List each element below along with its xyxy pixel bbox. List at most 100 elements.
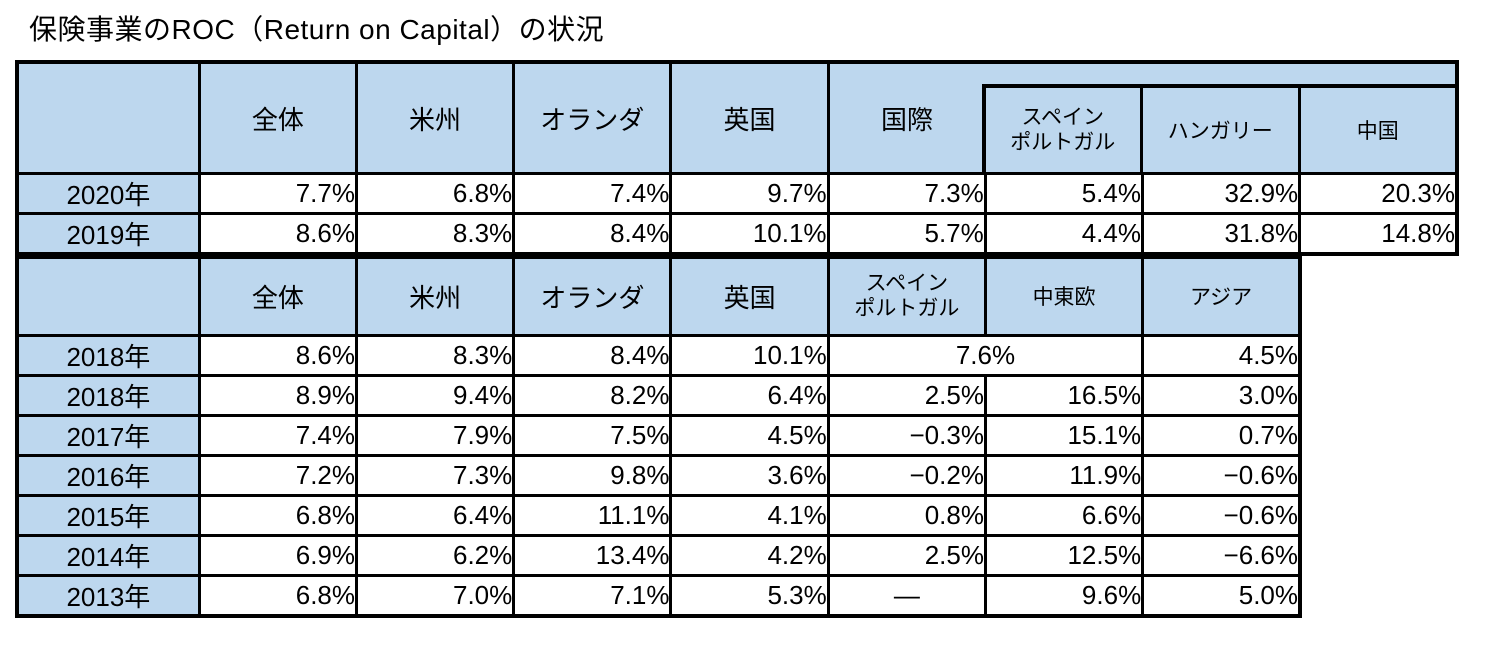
- value-cell: 7.4%: [197, 413, 359, 457]
- year-cell: 2014年: [15, 533, 201, 577]
- value-cell: 11.9%: [983, 453, 1145, 497]
- value-cell: 3.6%: [669, 453, 830, 497]
- value-cell: −0.6%: [1141, 453, 1302, 497]
- table1-header-total: 全体: [197, 60, 358, 175]
- table1-international-group: 国際 スペイン ポルトガル ハンガリー 中国: [826, 60, 1459, 175]
- value-cell: 6.4%: [355, 493, 516, 537]
- value-cell: 8.9%: [197, 373, 359, 417]
- year-cell: 2019年: [15, 212, 201, 256]
- value-cell: 14.8%: [1298, 212, 1459, 256]
- value-cell: 8.3%: [355, 333, 516, 377]
- table-row-2014: 2014年 6.9% 6.2% 13.4% 4.2% 2.5% 12.5% −6…: [15, 533, 1302, 577]
- table-row-2015: 2015年 6.8% 6.4% 11.1% 4.1% 0.8% 6.6% −0.…: [15, 493, 1302, 537]
- value-cell: 10.1%: [669, 333, 830, 377]
- value-cell: 0.8%: [826, 493, 987, 537]
- value-cell: 4.4%: [983, 212, 1144, 256]
- year-cell: 2016年: [15, 453, 201, 497]
- value-cell: −0.2%: [826, 453, 987, 497]
- value-cell: 4.5%: [669, 413, 830, 457]
- value-cell: 10.1%: [669, 212, 830, 256]
- table-row-2020: 2020年 7.7% 6.8% 7.4% 9.7% 7.3% 5.4% 32.9…: [15, 172, 1459, 215]
- value-cell: 6.8%: [197, 573, 359, 617]
- merged-value-cell: 7.6%: [826, 333, 1145, 377]
- value-cell: 20.3%: [1298, 172, 1459, 215]
- value-cell: 12.5%: [983, 533, 1145, 577]
- year-cell: 2020年: [15, 172, 201, 215]
- table-row-2017: 2017年 7.4% 7.9% 7.5% 4.5% −0.3% 15.1% 0.…: [15, 413, 1302, 457]
- table1-header-row: 全体 米州 オランダ 英国 国際 スペイン ポルトガル ハンガリー 中国: [15, 60, 1459, 175]
- value-cell: 32.9%: [1140, 172, 1302, 215]
- value-cell: 8.4%: [512, 212, 673, 256]
- table1-header-netherlands: オランダ: [512, 60, 673, 175]
- value-cell: 7.0%: [355, 573, 516, 617]
- year-cell: 2018年: [15, 333, 201, 377]
- value-cell: 8.3%: [354, 212, 516, 256]
- table-row-2013: 2013年 6.8% 7.0% 7.1% 5.3% — 9.6% 5.0%: [15, 573, 1302, 617]
- value-cell: 9.6%: [983, 573, 1145, 617]
- value-cell: 6.8%: [197, 493, 359, 537]
- value-cell: 2.5%: [826, 533, 987, 577]
- value-cell: 5.4%: [983, 172, 1144, 215]
- value-cell: 6.4%: [669, 373, 830, 417]
- value-cell: 6.6%: [983, 493, 1145, 537]
- value-cell: 7.2%: [197, 453, 359, 497]
- value-cell: 7.5%: [512, 413, 673, 457]
- value-cell: 7.3%: [355, 453, 516, 497]
- value-cell: 8.6%: [197, 212, 358, 256]
- value-cell: 5.7%: [826, 212, 987, 256]
- value-cell: 4.5%: [1141, 333, 1302, 377]
- table-row-2018a: 2018年 8.6% 8.3% 8.4% 10.1% 7.6% 4.5%: [15, 333, 1302, 377]
- table-row-2018b: 2018年 8.9% 9.4% 8.2% 6.4% 2.5% 16.5% 3.0…: [15, 373, 1302, 417]
- value-cell: 8.2%: [512, 373, 673, 417]
- value-cell: 2.5%: [826, 373, 987, 417]
- value-cell: 3.0%: [1141, 373, 1302, 417]
- table2-corner-cell: [15, 255, 201, 337]
- value-cell-no-data: —: [826, 573, 987, 617]
- value-cell: 6.2%: [355, 533, 516, 577]
- value-cell: 7.3%: [826, 172, 987, 215]
- value-cell: 5.0%: [1141, 573, 1302, 617]
- value-cell: 9.4%: [355, 373, 516, 417]
- value-cell: 7.1%: [512, 573, 673, 617]
- value-cell: 8.4%: [512, 333, 673, 377]
- table2-header-central-eastern-europe: 中東欧: [983, 255, 1145, 337]
- value-cell: 13.4%: [512, 533, 673, 577]
- year-cell: 2017年: [15, 413, 201, 457]
- value-cell: 7.9%: [355, 413, 516, 457]
- year-cell: 2013年: [15, 573, 201, 617]
- value-cell: −6.6%: [1141, 533, 1302, 577]
- year-cell: 2018年: [15, 373, 201, 417]
- value-cell: 31.8%: [1140, 212, 1302, 256]
- table1-corner-cell: [15, 60, 201, 175]
- table1-header-uk: 英国: [669, 60, 830, 175]
- table2-header-spain-portugal: スペイン ポルトガル: [826, 255, 987, 337]
- value-cell: 9.7%: [669, 172, 830, 215]
- value-cell: −0.3%: [826, 413, 987, 457]
- table1-header-americas: 米州: [354, 60, 516, 175]
- value-cell: 9.8%: [512, 453, 673, 497]
- table2-header-netherlands: オランダ: [512, 255, 673, 337]
- table2-header-uk: 英国: [669, 255, 830, 337]
- table1-header-hungary: ハンガリー: [1140, 88, 1301, 171]
- value-cell: 8.6%: [197, 333, 359, 377]
- table2-header-americas: 米州: [355, 255, 516, 337]
- value-cell: 7.7%: [197, 172, 358, 215]
- value-cell: 16.5%: [983, 373, 1145, 417]
- table1-header-china: 中国: [1356, 120, 1399, 143]
- table1-header-spain-portugal: スペイン ポルトガル: [1010, 105, 1116, 154]
- table-row-2019: 2019年 8.6% 8.3% 8.4% 10.1% 5.7% 4.4% 31.…: [15, 212, 1459, 256]
- page-title: 保険事業のROC（Return on Capital）の状況: [29, 14, 605, 45]
- value-cell: 6.9%: [197, 533, 359, 577]
- value-cell: −0.6%: [1141, 493, 1302, 537]
- table1-header-international: 国際: [881, 104, 934, 135]
- value-cell: 4.2%: [669, 533, 830, 577]
- roc-table-2020-2019: 全体 米州 オランダ 英国 国際 スペイン ポルトガル ハンガリー 中国 202…: [15, 60, 1459, 256]
- value-cell: 11.1%: [512, 493, 673, 537]
- value-cell: 7.4%: [512, 172, 673, 215]
- table-row-2016: 2016年 7.2% 7.3% 9.8% 3.6% −0.2% 11.9% −0…: [15, 453, 1302, 497]
- table2-header-asia: アジア: [1141, 255, 1302, 337]
- value-cell: 4.1%: [669, 493, 830, 537]
- roc-table-2018-2013: 全体 米州 オランダ 英国 スペイン ポルトガル 中東欧 アジア 2018年 8…: [15, 255, 1302, 618]
- table2-header-total: 全体: [197, 255, 359, 337]
